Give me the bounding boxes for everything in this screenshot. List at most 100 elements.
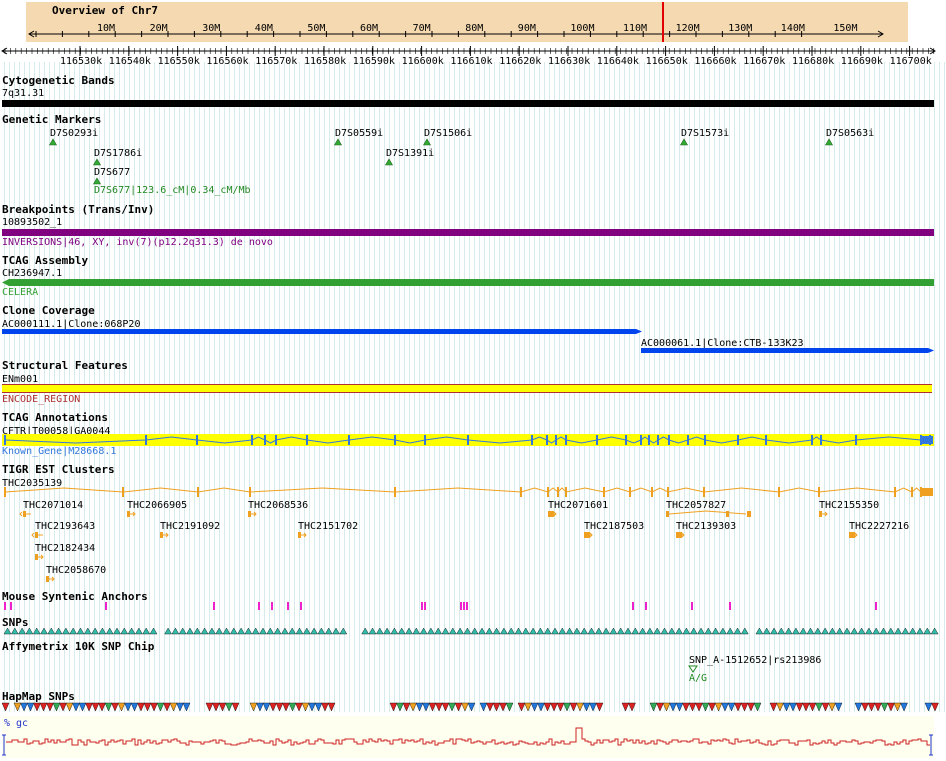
est-cluster-label[interactable]: THC2057827 (666, 500, 727, 511)
marker-triangle-icon[interactable] (0, 0, 946, 200)
est-cluster-label[interactable]: THC2068536 (248, 500, 309, 511)
est-cluster-label[interactable]: THC2191092 (160, 521, 221, 532)
annotation-name[interactable]: CFTR|T00058|GA0044 (2, 426, 111, 437)
hapmap-markers[interactable] (0, 0, 946, 716)
est-strand-arrow (824, 511, 828, 517)
marker-label[interactable]: D7S677 (94, 167, 131, 178)
est-strand-arrow (19, 511, 23, 517)
ruler-tick-label: 116560k (206, 56, 249, 67)
hapmap-triangle (111, 702, 119, 712)
marker-triangle-icon[interactable] (0, 0, 946, 200)
est-strand-arrow (31, 532, 35, 538)
marker-triangle-icon[interactable] (0, 0, 946, 200)
ruler-tick-label: 116570k (255, 56, 298, 67)
marker-triangle-icon[interactable] (0, 0, 946, 200)
snp-triangle (229, 627, 238, 635)
snp-triangle (865, 627, 873, 635)
assembly-bar[interactable] (0, 0, 946, 300)
mouse-anchors[interactable] (0, 0, 946, 615)
marker-triangle-icon[interactable] (0, 0, 946, 200)
snp-triangle (521, 627, 530, 635)
snp-triangle (850, 627, 859, 635)
est-cluster-exon (127, 511, 130, 517)
clone-bars[interactable] (0, 0, 946, 360)
snp-triangle (901, 627, 910, 635)
structural-name[interactable]: ENm001 (2, 374, 39, 385)
hapmap-triangle (295, 702, 303, 712)
marker-label[interactable]: D7S1573i (681, 128, 730, 139)
hapmap-triangle (249, 702, 258, 712)
est-cluster-label[interactable]: THC2227216 (849, 521, 910, 532)
ruler-tick-label: 116640k (596, 56, 639, 67)
snp-triangle (675, 627, 683, 635)
track-title-affy: Affymetrix 10K SNP Chip (2, 640, 155, 653)
snp-triangle (660, 627, 669, 635)
marker-label[interactable]: D7S1786i (94, 148, 143, 159)
est-cluster-label[interactable]: THC2151702 (298, 521, 359, 532)
snp-triangle (266, 627, 275, 635)
clone-label-2[interactable]: AC000061.1|Clone:CTB-133K23 (641, 338, 804, 349)
marker-label[interactable]: D7S0293i (50, 128, 99, 139)
overview-tick-label: 80M (465, 23, 484, 34)
marker-triangle-icon[interactable] (0, 0, 946, 200)
breakpoint-bar[interactable] (2, 229, 934, 236)
snp-triangle (616, 627, 625, 635)
marker-triangle-icon[interactable] (0, 0, 946, 200)
ruler-tick-label: 116530k (60, 56, 103, 67)
est-cluster-label[interactable]: THC2155350 (819, 500, 880, 511)
est-cluster-label[interactable]: THC2193643 (35, 521, 96, 532)
marker-label[interactable]: D7S0563i (826, 128, 875, 139)
est-cluster-label[interactable]: THC2066905 (127, 500, 188, 511)
est-features[interactable] (0, 0, 946, 590)
cyto-band-label[interactable]: 7q31.31 (2, 88, 45, 99)
hapmap-triangle (769, 702, 778, 712)
snp-triangle (485, 627, 494, 635)
marker-triangle (824, 138, 834, 146)
marker-label[interactable]: D7S1391i (386, 148, 435, 159)
hapmap-triangle (682, 702, 690, 712)
cyto-band-bar[interactable] (2, 100, 934, 107)
breakpoint-name[interactable]: 10893502_1 (2, 217, 63, 228)
ruler-tick-label: 116540k (108, 56, 151, 67)
mouse-anchor-mark (4, 602, 6, 610)
structural-bar[interactable] (2, 384, 932, 393)
est-main-label[interactable]: THC2035139 (2, 478, 63, 489)
annotation-gene-model[interactable] (0, 0, 946, 460)
hapmap-triangle (269, 702, 277, 712)
marker-triangle-icon[interactable] (0, 0, 946, 200)
track-title-markers: Genetic Markers (2, 113, 102, 126)
est-cluster-label[interactable]: THC2058670 (46, 565, 107, 576)
est-cluster-label[interactable]: THC2182434 (35, 543, 96, 554)
snp-triangle (835, 627, 844, 635)
hapmap-triangle (808, 702, 817, 712)
position-ruler[interactable] (0, 0, 946, 70)
est-cluster-label[interactable]: THC2187503 (584, 521, 645, 532)
snp-markers[interactable] (0, 0, 946, 640)
est-cluster-label[interactable]: THC2071601 (548, 500, 609, 511)
snp-triangle (397, 627, 406, 635)
hapmap-triangle (656, 702, 664, 712)
hapmap-triangle (275, 702, 284, 712)
affy-marker[interactable] (0, 0, 946, 680)
chromosome-overview[interactable]: Overview of Chr7 (26, 2, 908, 42)
est-strand-arrow (854, 532, 858, 538)
snp-triangle (631, 627, 640, 635)
est-cluster-label[interactable]: THC2139303 (676, 521, 737, 532)
overview-tick-label: 60M (360, 23, 379, 34)
hapmap-triangle (308, 702, 316, 712)
snp-triangle (251, 627, 260, 635)
assembly-name[interactable]: CH236947.1 (2, 268, 63, 279)
marker-detail[interactable]: D7S677|123.6_cM|0.34_cM/Mb (94, 185, 251, 196)
clone-label-1[interactable]: AC000111.1|Clone:068P20 (2, 319, 141, 330)
hapmap-triangle (225, 702, 233, 712)
marker-label[interactable]: D7S1506i (424, 128, 473, 139)
overview-tick-label: 150M (833, 23, 858, 34)
affy-snp-label[interactable]: SNP_A-1512652|rs213986 (689, 655, 822, 666)
gene-exon (196, 435, 198, 445)
snp-triangle (551, 627, 559, 635)
est-cluster-label[interactable]: THC2071014 (23, 500, 84, 511)
marker-label[interactable]: D7S0559i (335, 128, 384, 139)
hapmap-triangle (59, 702, 67, 712)
hapmap-triangle (33, 702, 41, 712)
